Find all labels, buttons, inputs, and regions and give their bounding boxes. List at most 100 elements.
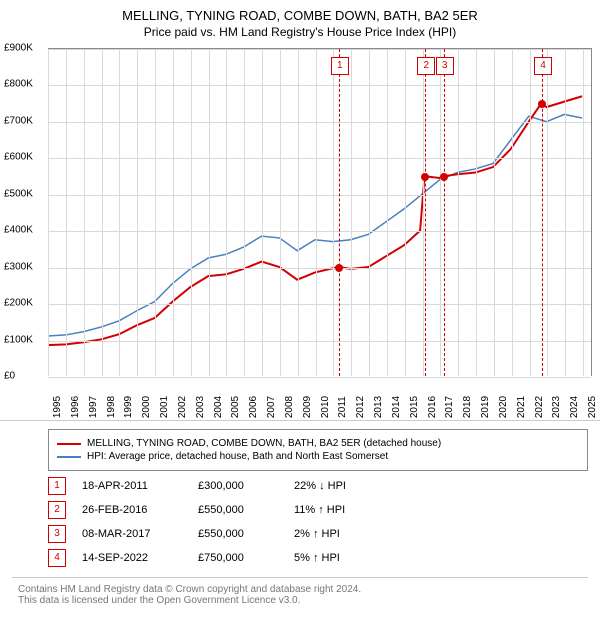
legend-label-red: MELLING, TYNING ROAD, COMBE DOWN, BATH, … — [87, 438, 441, 449]
event-dashline — [542, 49, 543, 376]
sale-point-icon — [421, 173, 429, 181]
gridline-v — [173, 49, 174, 376]
x-axis-label: 1997 — [88, 396, 99, 418]
x-axis-label: 2001 — [159, 396, 170, 418]
title-block: MELLING, TYNING ROAD, COMBE DOWN, BATH, … — [0, 0, 600, 43]
y-axis-label: £600K — [4, 152, 33, 163]
y-axis-label: £300K — [4, 261, 33, 272]
event-pct: 11% ↑ HPI — [294, 504, 394, 516]
event-dashline — [339, 49, 340, 376]
legend-swatch-red — [57, 443, 81, 445]
x-axis-label: 2020 — [498, 396, 509, 418]
x-axis-label: 2006 — [248, 396, 259, 418]
event-num: 2 — [48, 501, 66, 519]
x-axis-label: 2024 — [569, 396, 580, 418]
event-dashline — [444, 49, 445, 376]
sale-point-icon — [538, 100, 546, 108]
gridline-h — [48, 268, 591, 269]
gridline-h — [48, 377, 591, 378]
x-axis-label: 2004 — [213, 396, 224, 418]
gridline-v — [102, 49, 103, 376]
event-num: 1 — [48, 477, 66, 495]
y-axis-label: £700K — [4, 115, 33, 126]
x-axis-label: 1996 — [70, 396, 81, 418]
x-axis-label: 2015 — [409, 396, 420, 418]
gridline-v — [244, 49, 245, 376]
x-axis-label: 2010 — [320, 396, 331, 418]
y-axis-label: £0 — [4, 371, 15, 382]
event-marker-box: 3 — [436, 57, 454, 75]
gridline-v — [209, 49, 210, 376]
gridline-v — [458, 49, 459, 376]
attribution-line-1: Contains HM Land Registry data © Crown c… — [18, 584, 582, 595]
plot-area: 1 23 4 — [48, 48, 592, 376]
gridline-v — [405, 49, 406, 376]
y-axis-label: £500K — [4, 188, 33, 199]
event-num: 4 — [48, 549, 66, 567]
x-axis-label: 1998 — [106, 396, 117, 418]
gridline-v — [137, 49, 138, 376]
x-axis-label: 2003 — [195, 396, 206, 418]
gridline-v — [48, 49, 49, 376]
x-axis-label: 2009 — [302, 396, 313, 418]
event-pct: 2% ↑ HPI — [294, 528, 394, 540]
legend-swatch-blue — [57, 456, 81, 458]
legend-row-blue: HPI: Average price, detached house, Bath… — [57, 451, 579, 462]
gridline-v — [333, 49, 334, 376]
legend: MELLING, TYNING ROAD, COMBE DOWN, BATH, … — [48, 429, 588, 471]
event-price: £300,000 — [198, 480, 278, 492]
x-axis-label: 1999 — [123, 396, 134, 418]
x-axis-label: 2022 — [534, 396, 545, 418]
gridline-v — [298, 49, 299, 376]
gridline-v — [440, 49, 441, 376]
y-axis-label: £900K — [4, 43, 33, 54]
events-table: 118-APR-2011£300,00022% ↓ HPI226-FEB-201… — [48, 477, 588, 567]
gridline-v — [66, 49, 67, 376]
x-axis-label: 2012 — [355, 396, 366, 418]
gridline-v — [387, 49, 388, 376]
x-axis-label: 2008 — [284, 396, 295, 418]
x-axis-label: 2007 — [266, 396, 277, 418]
x-axis-label: 2025 — [587, 396, 598, 418]
x-axis-label: 2002 — [177, 396, 188, 418]
x-axis-label: 1995 — [52, 396, 63, 418]
gridline-v — [423, 49, 424, 376]
gridline-v — [494, 49, 495, 376]
x-axis-label: 2023 — [551, 396, 562, 418]
gridline-h — [48, 341, 591, 342]
x-axis-label: 2005 — [230, 396, 241, 418]
sale-point-icon — [440, 173, 448, 181]
gridline-v — [476, 49, 477, 376]
chart-title-2: Price paid vs. HM Land Registry's House … — [0, 25, 600, 39]
legend-row-red: MELLING, TYNING ROAD, COMBE DOWN, BATH, … — [57, 438, 579, 449]
event-num: 3 — [48, 525, 66, 543]
chart-area: MELLING, TYNING ROAD, COMBE DOWN, BATH, … — [0, 0, 600, 421]
attribution: Contains HM Land Registry data © Crown c… — [12, 577, 588, 612]
event-pct: 5% ↑ HPI — [294, 552, 394, 564]
chart-title-1: MELLING, TYNING ROAD, COMBE DOWN, BATH, … — [0, 8, 600, 23]
x-axis-label: 2017 — [444, 396, 455, 418]
event-date: 26-FEB-2016 — [82, 504, 182, 516]
gridline-v — [351, 49, 352, 376]
gridline-v — [226, 49, 227, 376]
x-axis-label: 2021 — [516, 396, 527, 418]
y-axis-label: £200K — [4, 298, 33, 309]
attribution-line-2: This data is licensed under the Open Gov… — [18, 595, 582, 606]
chart-container: MELLING, TYNING ROAD, COMBE DOWN, BATH, … — [0, 0, 600, 612]
gridline-h — [48, 158, 591, 159]
x-axis-label: 2011 — [337, 396, 348, 418]
event-price: £550,000 — [198, 504, 278, 516]
gridline-h — [48, 85, 591, 86]
x-axis-label: 2016 — [427, 396, 438, 418]
event-row: 414-SEP-2022£750,0005% ↑ HPI — [48, 549, 588, 567]
y-axis-label: £100K — [4, 334, 33, 345]
gridline-v — [369, 49, 370, 376]
x-axis-label: 2019 — [480, 396, 491, 418]
event-date: 14-SEP-2022 — [82, 552, 182, 564]
event-marker-box: 1 — [331, 57, 349, 75]
x-axis-label: 2014 — [391, 396, 402, 418]
event-dashline — [425, 49, 426, 376]
event-marker-box: 4 — [534, 57, 552, 75]
event-marker-box: 2 — [417, 57, 435, 75]
legend-label-blue: HPI: Average price, detached house, Bath… — [87, 451, 388, 462]
